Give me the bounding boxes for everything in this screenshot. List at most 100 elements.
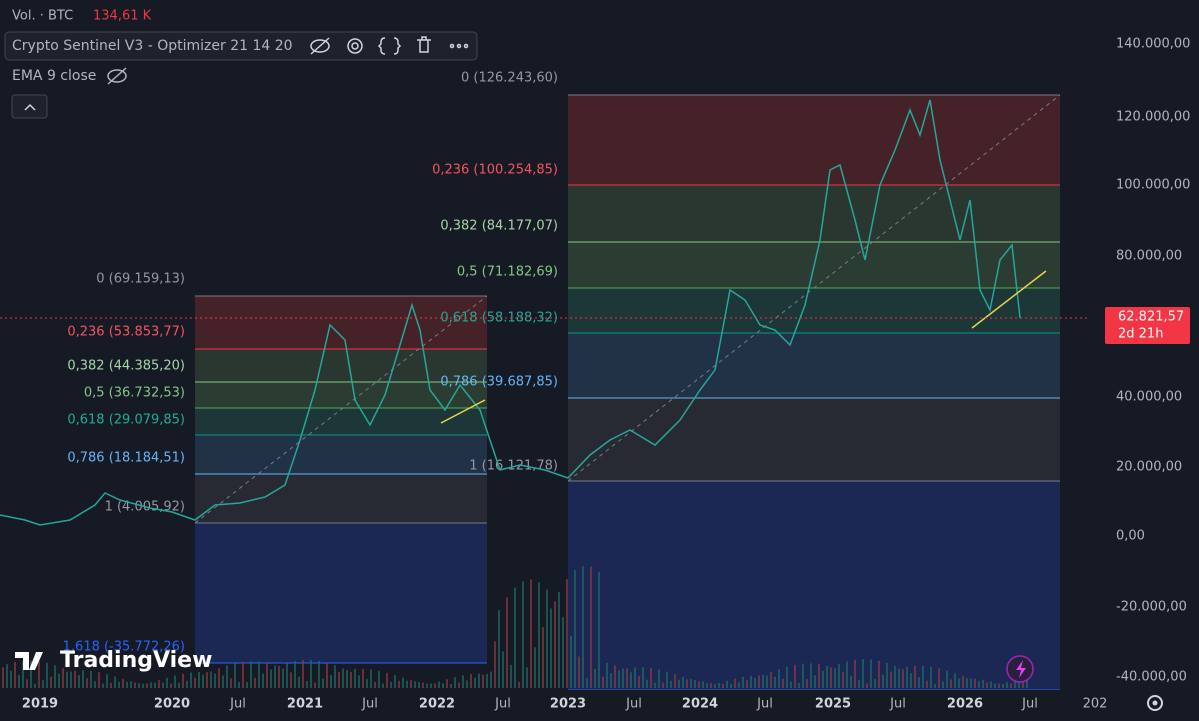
- volume-bar: [622, 668, 624, 688]
- volume-bar: [174, 675, 176, 688]
- fib-zone: [195, 296, 487, 349]
- volume-bar: [690, 679, 692, 688]
- volume-bar: [954, 673, 956, 688]
- volume-bar: [418, 682, 420, 688]
- volume-bar: [250, 661, 252, 688]
- volume-bar: [914, 665, 916, 688]
- volume-bar: [206, 672, 208, 688]
- volume-bar: [282, 668, 284, 688]
- volume-bar: [358, 675, 360, 688]
- volume-bar: [830, 667, 832, 688]
- time-label: Jul: [1021, 697, 1038, 712]
- volume-bar: [366, 678, 368, 688]
- volume-bar: [474, 677, 476, 688]
- volume-bar: [386, 672, 388, 688]
- volume-bar: [22, 660, 24, 688]
- price-label: 100.000,00: [1116, 178, 1190, 193]
- indicator-icons[interactable]: [310, 36, 469, 55]
- volume-bar: [218, 668, 220, 688]
- volume-bar: [526, 667, 528, 688]
- volume-bar: [330, 674, 332, 688]
- volume-bar: [718, 682, 720, 688]
- volume-bar: [566, 579, 568, 688]
- volume-bar: [762, 674, 764, 688]
- volume-bar: [1026, 680, 1028, 688]
- volume-bar: [230, 678, 232, 688]
- trend-line: [440, 399, 486, 424]
- volume-bar: [698, 681, 700, 688]
- volume-bar: [134, 682, 136, 688]
- price-label: 20.000,00: [1116, 460, 1182, 475]
- time-axis: 2019 2020 Jul 2021 Jul 2022 Jul 2023 Jul 2024 Jul 2…: [0, 690, 1199, 721]
- volume-bar: [890, 671, 892, 688]
- volume-bar: [618, 670, 620, 688]
- volume-bar: [106, 674, 108, 688]
- volume-bar: [862, 659, 864, 688]
- volume-bar: [806, 679, 808, 688]
- fib-level-label: 0 (69.159,13): [96, 272, 185, 287]
- volume-bar: [170, 683, 172, 688]
- price-axis: 140.000,00 120.000,00 100.000,00 80.000,00 4…: [1090, 0, 1199, 690]
- price-label: -40.000,00: [1116, 670, 1187, 685]
- volume-bar: [958, 678, 960, 688]
- volume-bar: [962, 675, 964, 688]
- volume-bar: [646, 679, 648, 688]
- fib-level-label: 0,236 (53.853,77): [67, 325, 185, 340]
- volume-bar: [946, 670, 948, 688]
- volume-bar: [486, 673, 488, 688]
- volume-bar: [922, 665, 924, 688]
- volume-bar: [222, 675, 224, 688]
- volume-bar: [162, 682, 164, 688]
- indicator-legend[interactable]: [4, 31, 478, 61]
- volume-bar: [6, 664, 8, 688]
- volume-bar: [906, 666, 908, 688]
- fib-level-label: 0,382 (44.385,20): [67, 359, 185, 374]
- volume-bar: [630, 672, 632, 688]
- price-label: 140.000,00: [1116, 37, 1190, 52]
- volume-bar: [326, 662, 328, 688]
- volume-bar: [694, 679, 696, 688]
- volume-bar: [938, 668, 940, 688]
- price-label: 80.000,00: [1116, 249, 1182, 264]
- volume-bar: [438, 681, 440, 688]
- volume-bar: [814, 675, 816, 688]
- volume-bar: [298, 676, 300, 688]
- volume-bar: [902, 669, 904, 688]
- settings-button[interactable]: [1147, 695, 1163, 711]
- indicator-name[interactable]: EMA 9 close: [12, 68, 96, 84]
- volume-bar: [530, 579, 532, 688]
- volume-bar: [274, 665, 276, 688]
- volume-bar: [674, 674, 676, 688]
- indicator-name[interactable]: Crypto Sentinel V3 - Optimizer 21 14 20: [12, 38, 293, 54]
- price-line: [0, 99, 1021, 526]
- volume-bar: [574, 570, 576, 688]
- volume-bar: [602, 676, 604, 688]
- volume-bar: [402, 677, 404, 688]
- volume-bar: [482, 674, 484, 688]
- volume-bar: [738, 682, 740, 688]
- volume-bar: [934, 683, 936, 688]
- volume-bar: [558, 592, 560, 688]
- time-label: 2026: [947, 697, 983, 712]
- volume-bar: [254, 677, 256, 688]
- volume-bar: [346, 670, 348, 688]
- fib-level-label: 1,618 (-35.772,26): [63, 640, 185, 655]
- volume-bar: [422, 682, 424, 688]
- volume-bar: [378, 670, 380, 688]
- volume-bar: [686, 679, 688, 688]
- volume-bar: [270, 669, 272, 688]
- volume-bar: [354, 668, 356, 688]
- volume-bar: [126, 681, 128, 688]
- volume-bar: [294, 661, 296, 688]
- volume-bar: [406, 680, 408, 688]
- volume-bar: [678, 679, 680, 688]
- time-label: 2024: [682, 697, 718, 712]
- volume-bar: [974, 678, 976, 688]
- volume-bar: [150, 682, 152, 688]
- volume-bar: [754, 677, 756, 688]
- settings-icon: [1152, 700, 1158, 706]
- hide-icon[interactable]: [107, 67, 127, 85]
- volume-bar: [262, 673, 264, 688]
- volume-bar: [238, 681, 240, 688]
- time-label: Jul: [229, 697, 246, 712]
